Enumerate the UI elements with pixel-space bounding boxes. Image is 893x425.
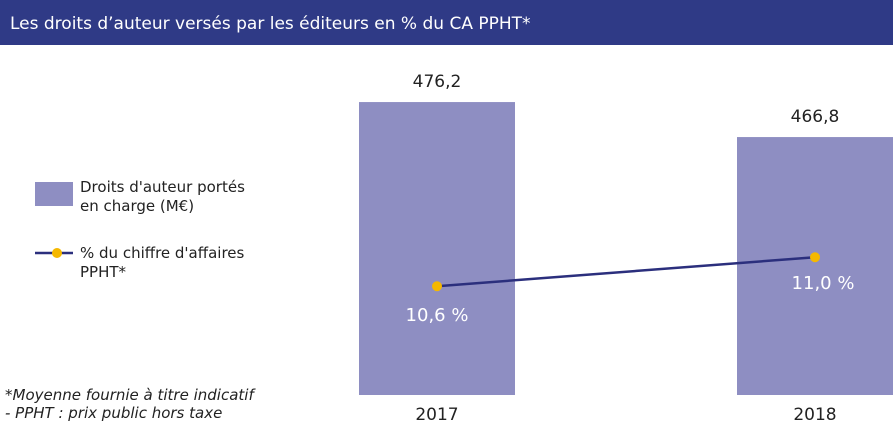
legend-swatch	[35, 182, 73, 206]
title-banner	[0, 0, 893, 45]
bar	[737, 137, 893, 396]
line	[436, 255, 816, 288]
line-point	[810, 252, 820, 263]
note: - PPHT : prix public hors taxe	[5, 404, 222, 422]
bar	[359, 102, 515, 396]
value-label: 466,8	[791, 107, 840, 127]
note: *Moyenne fournie à titre indicatif	[5, 386, 256, 404]
legend-marker	[52, 248, 62, 258]
chart-title: Les droits d’auteur versés par les édite…	[10, 14, 531, 34]
value-label: 10,6 %	[406, 305, 469, 326]
x-tick-label: 2018	[793, 405, 836, 425]
line-point	[432, 281, 442, 292]
value-label: 11,0 %	[792, 273, 855, 294]
value-label: 476,2	[413, 72, 462, 92]
legend-label: Droits d'auteur portés en charge (M€)	[80, 178, 245, 215]
legend-label: % du chiffre d'affaires PPHT*	[80, 244, 245, 281]
x-tick-label: 2017	[415, 405, 458, 425]
